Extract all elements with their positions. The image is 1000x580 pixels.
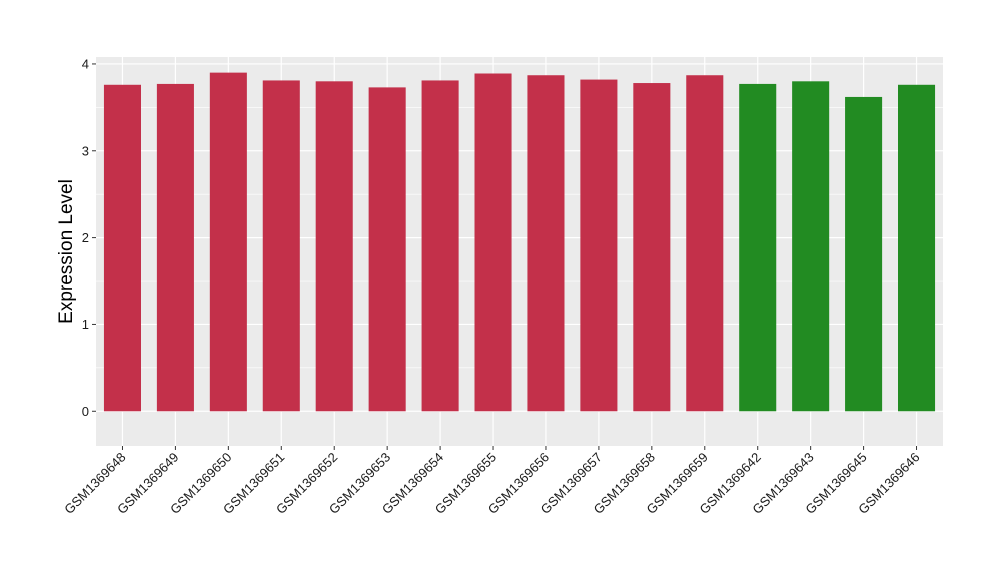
y-axis-title: Expression Level — [56, 179, 77, 324]
x-axis: GSM1369648GSM1369649GSM1369650GSM1369651… — [61, 446, 923, 517]
y-tick-label: 0 — [82, 404, 89, 419]
bar-GSM1369649 — [156, 83, 194, 412]
y-tick-label: 3 — [82, 143, 89, 158]
bar-GSM1369654 — [421, 80, 459, 412]
bar-GSM1369657 — [580, 79, 618, 412]
bar-GSM1369650 — [209, 72, 247, 412]
y-tick-label: 2 — [82, 230, 89, 245]
y-tick-label: 4 — [82, 56, 89, 71]
bar-GSM1369651 — [262, 80, 300, 412]
bar-GSM1369646 — [898, 84, 936, 412]
y-tick-label: 1 — [82, 317, 89, 332]
y-axis: 0 1 2 3 4 — [82, 56, 96, 419]
bar-GSM1369658 — [633, 83, 671, 412]
bar-GSM1369659 — [686, 75, 724, 412]
bar-GSM1369642 — [739, 83, 777, 412]
bar-GSM1369643 — [792, 81, 830, 412]
bar-GSM1369648 — [103, 84, 141, 412]
bar-GSM1369655 — [474, 73, 512, 412]
bar-GSM1369656 — [527, 75, 565, 412]
bar-GSM1369645 — [845, 96, 883, 412]
bars-group — [103, 72, 936, 412]
bar-GSM1369652 — [315, 81, 353, 412]
bar-GSM1369653 — [368, 87, 406, 412]
